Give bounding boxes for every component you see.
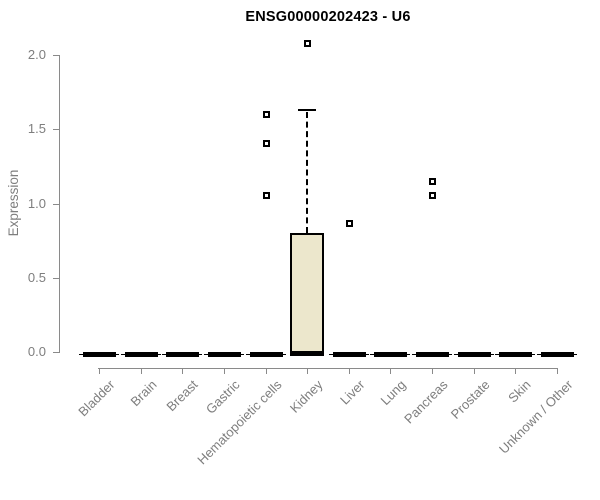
flat-median-bar (416, 352, 449, 357)
x-tick (474, 369, 475, 374)
flat-median-bar (499, 352, 532, 357)
y-tick (53, 278, 59, 279)
flat-median-bar (83, 352, 116, 357)
x-tick (307, 369, 308, 374)
x-tick (349, 369, 350, 374)
outlier-point (263, 192, 270, 199)
whisker-cap (298, 109, 316, 111)
x-tick (266, 369, 267, 374)
flat-median-bar (333, 352, 366, 357)
flat-median-bar (458, 352, 491, 357)
x-tick (99, 369, 100, 374)
y-tick-label: 2.0 (27, 47, 46, 62)
y-tick (53, 129, 59, 130)
flat-median-bar (166, 352, 199, 357)
y-tick-label: 1.5 (27, 121, 46, 136)
box (290, 233, 324, 356)
y-tick-label: 1.0 (27, 196, 46, 211)
chart-title: ENSG00000202423 - U6 (245, 9, 411, 25)
outlier-point (304, 40, 311, 47)
y-tick (53, 55, 59, 56)
x-tick (390, 369, 391, 374)
x-tick (224, 369, 225, 374)
flat-median-bar (541, 352, 574, 357)
outlier-point (429, 178, 436, 185)
outlier-point (263, 140, 270, 147)
y-tick-label: 0.5 (27, 270, 46, 285)
y-axis-line (59, 55, 60, 353)
x-tick (557, 369, 558, 374)
x-tick (515, 369, 516, 374)
outlier-point (263, 111, 270, 118)
median-bar (291, 351, 323, 356)
outlier-point (346, 220, 353, 227)
flat-median-bar (125, 352, 158, 357)
whisker-line (306, 112, 308, 233)
flat-median-bar (374, 352, 407, 357)
x-tick (141, 369, 142, 374)
outlier-point (429, 192, 436, 199)
y-tick (53, 352, 59, 353)
x-axis-line (98, 368, 558, 369)
x-tick (432, 369, 433, 374)
flat-median-bar (250, 352, 283, 357)
x-tick (182, 369, 183, 374)
flat-median-bar (208, 352, 241, 357)
y-tick (53, 204, 59, 205)
y-tick-label: 0.0 (27, 344, 46, 359)
